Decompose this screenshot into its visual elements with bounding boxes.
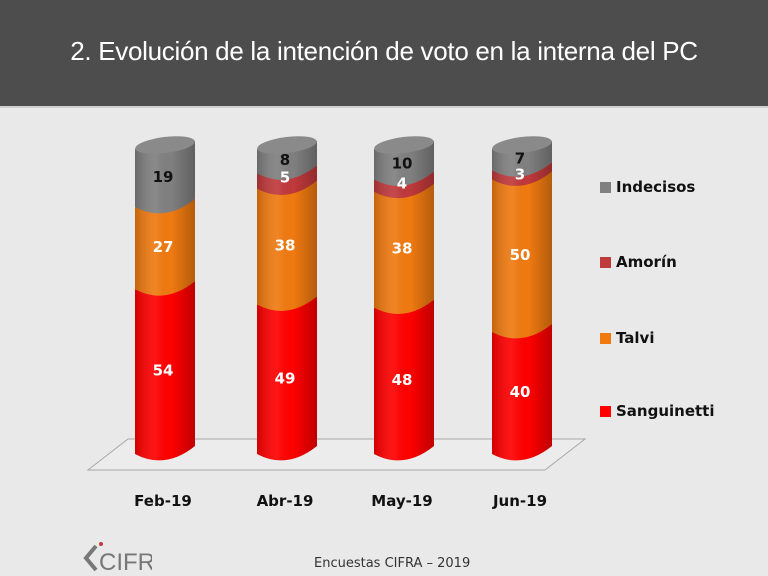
page-title: 2. Evolución de la intención de voto en … [70, 36, 698, 66]
x-tick-label: Jun-19 [492, 492, 547, 510]
bar-shading [135, 141, 195, 214]
x-tick-label: Feb-19 [134, 492, 192, 510]
bar-shading [374, 141, 434, 186]
data-label: 4 [397, 175, 407, 193]
header-bar: 2. Evolución de la intención de voto en … [0, 0, 768, 106]
legend-swatch [600, 256, 611, 268]
legend-label: Amorín [616, 253, 677, 271]
cifra-logo: CIFRA [83, 542, 152, 574]
bar-shading [374, 299, 434, 461]
header-divider [0, 106, 768, 108]
data-label: 54 [153, 362, 174, 380]
data-label: 19 [153, 168, 174, 186]
data-label: 5 [280, 168, 290, 186]
legend-swatch [600, 181, 611, 193]
data-label: 49 [275, 369, 296, 387]
data-label: 50 [510, 246, 531, 264]
bar-stack-abr-19: 49 38 58 [257, 136, 317, 461]
cylinder-cap [257, 136, 317, 154]
bar-shading [257, 141, 317, 180]
data-label: 7 [515, 150, 525, 168]
data-label: 38 [392, 240, 413, 258]
bar-shading [257, 180, 317, 311]
stacked-cylinder-chart: 54 27 19 49 38 58 48 38 4 10 40 50 37 Feb-19 Abr-19 Ma… [86, 136, 587, 510]
legend-swatch [600, 405, 611, 417]
data-label: 48 [392, 371, 413, 389]
bar-shading [492, 171, 552, 339]
legend-label: Sanguinetti [616, 402, 715, 420]
footer-source: Encuestas CIFRA – 2019 [314, 556, 471, 571]
x-tick-label: Abr-19 [257, 492, 314, 510]
bar-shading [135, 198, 195, 296]
cylinder-cap [492, 136, 552, 154]
legend-label: Indecisos [616, 178, 696, 196]
legend-item-amorn: Amorín [600, 253, 677, 271]
x-tick-label: May-19 [371, 492, 432, 510]
bar-shading [374, 183, 434, 314]
legend-item-sanguinetti: Sanguinetti [600, 402, 715, 420]
cylinder-cap [374, 136, 434, 154]
bar-shading [135, 281, 195, 461]
data-label: 10 [392, 154, 413, 172]
bar-stack-jun-19: 40 50 37 [492, 136, 552, 461]
data-label: 40 [510, 383, 531, 401]
data-label: 38 [275, 237, 296, 255]
data-label: 8 [280, 151, 290, 169]
legend-swatch [600, 332, 611, 344]
logo-text: CIFRA [99, 549, 152, 574]
bar-shading [492, 324, 552, 461]
data-label: 3 [515, 165, 525, 183]
bar-shading [257, 296, 317, 461]
legend-label: Talvi [616, 329, 655, 347]
bar-stack-may-19: 48 38 4 10 [374, 136, 434, 461]
legend-item-talvi: Talvi [600, 329, 654, 347]
bar-stack-feb-19: 54 27 19 [135, 136, 195, 461]
cylinder-cap [135, 136, 195, 154]
data-label: 27 [153, 238, 174, 256]
legend-item-indecisos: Indecisos [600, 178, 695, 196]
